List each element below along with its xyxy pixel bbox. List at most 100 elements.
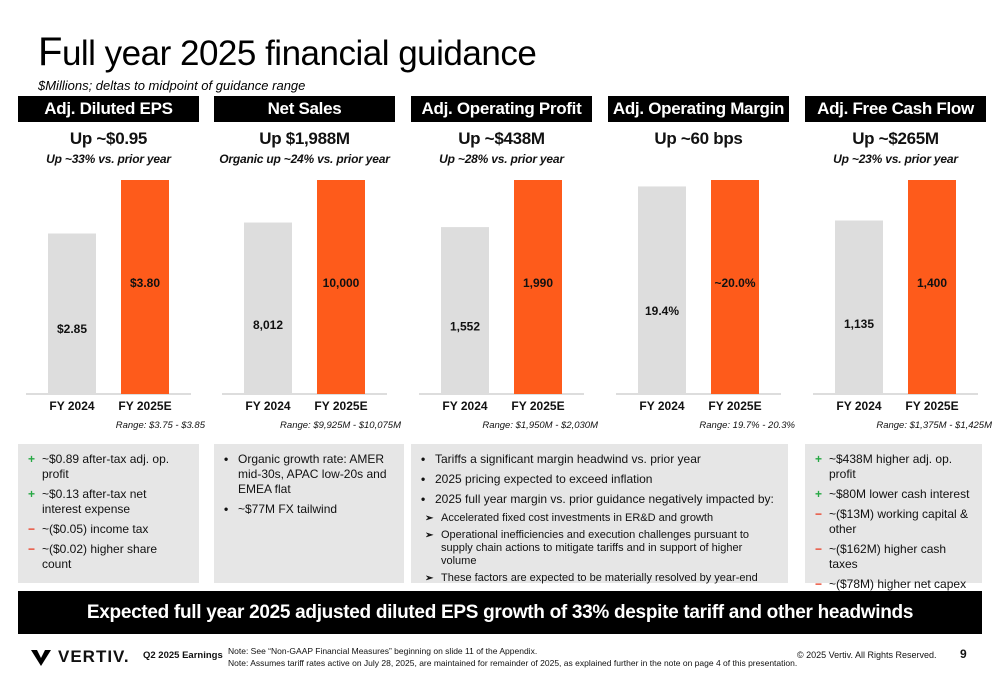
panel-op-margin: Adj. Operating Margin Up ~60 bps 19.4% FY… xyxy=(608,96,795,431)
chart-eps: $2.85 FY 2024 $3.80 FY 2025E xyxy=(18,176,199,416)
panel-eps: Adj. Diluted EPS Up ~$0.95 Up ~33% vs. p… xyxy=(18,96,205,431)
note-item: − ~($162M) higher cash taxes xyxy=(815,542,972,572)
category-label: FY 2025E xyxy=(118,399,171,413)
note-item: • Organic growth rate: AMER mid-30s, APAC… xyxy=(224,452,394,497)
bullet-icon: • xyxy=(421,472,426,486)
minus-icon: − xyxy=(815,542,823,556)
bar-fy2024 xyxy=(48,233,96,394)
bar-fy2024 xyxy=(244,222,292,394)
chart-net-sales: 8,012 FY 2024 10,000 FY 2025E xyxy=(214,176,395,416)
category-label: FY 2024 xyxy=(639,399,684,413)
bar-fy2025e xyxy=(317,180,365,394)
panel-header-fcf: Adj. Free Cash Flow xyxy=(805,96,986,122)
notes-eps-list: + ~$0.89 after-tax adj. op. profit + ~$0.13… xyxy=(28,452,189,572)
category-label: FY 2025E xyxy=(314,399,367,413)
note-text: ~$0.13 after-tax net interest expense xyxy=(42,487,147,516)
note-text: ~($0.05) income tax xyxy=(42,522,149,536)
subline-eps: Up ~33% vs. prior year xyxy=(46,152,171,166)
panel-header-op-margin: Adj. Operating Margin xyxy=(608,96,789,122)
notes-margin-list: • Tariffs a significant margin headwind v… xyxy=(421,452,778,507)
bar-chart-svg: $2.85 FY 2024 $3.80 FY 2025E xyxy=(26,180,191,413)
vertiv-logo: VERTIV. xyxy=(30,646,130,668)
note-text: Operational inefficiencies and execution… xyxy=(441,529,749,567)
note-item: − ~($0.02) higher share count xyxy=(28,542,189,572)
page-title: Full year 2025 financial guidance xyxy=(38,30,537,74)
panel-net-sales: Net Sales Up $1,988M Organic up ~24% vs.… xyxy=(214,96,401,431)
range-net-sales: Range: $9,925M - $10,075M xyxy=(280,420,401,431)
plus-icon: + xyxy=(28,487,36,501)
note-item: − ~($78M) higher net capex xyxy=(815,577,972,592)
footer-earnings: Q2 2025 Earnings xyxy=(143,650,223,661)
minus-icon: − xyxy=(28,542,36,556)
note-text: 2025 full year margin vs. prior guidance… xyxy=(435,492,774,506)
data-label: 1,552 xyxy=(450,320,480,334)
bar-chart-svg: 19.4% FY 2024 ~20.0% FY 2025E xyxy=(616,180,781,413)
plus-icon: + xyxy=(815,487,823,501)
subline-fcf: Up ~23% vs. prior year xyxy=(833,152,958,166)
data-label: 8,012 xyxy=(253,318,283,332)
range-op-profit: Range: $1,950M - $2,030M xyxy=(482,420,598,431)
bullet-icon: • xyxy=(421,452,426,466)
vertiv-logo-icon xyxy=(31,650,51,666)
note-item: + ~$0.89 after-tax adj. op. profit xyxy=(28,452,189,482)
note-item: + ~$80M lower cash interest xyxy=(815,487,972,502)
page-number: 9 xyxy=(960,647,967,661)
note-item: ➢ These factors are expected to be materi… xyxy=(425,572,778,585)
note-item: − ~($13M) working capital & other xyxy=(815,507,972,537)
subline-net-sales: Organic up ~24% vs. prior year xyxy=(219,152,390,166)
chart-op-margin: 19.4% FY 2024 ~20.0% FY 2025E xyxy=(608,176,789,416)
headline-op-margin: Up ~60 bps xyxy=(654,129,743,148)
bar-fy2025e xyxy=(121,180,169,394)
notes-sales-list: • Organic growth rate: AMER mid-30s, APAC… xyxy=(224,452,394,517)
note-item: • ~$77M FX tailwind xyxy=(224,502,394,517)
footer-note-1: Note: See “Non-GAAP Financial Measures” … xyxy=(228,646,538,656)
bullet-icon: ➢ xyxy=(425,573,434,584)
bar-fy2025e xyxy=(908,180,956,394)
data-label: $2.85 xyxy=(57,322,87,336)
data-label: 10,000 xyxy=(323,276,360,290)
panel-fcf: Adj. Free Cash Flow Up ~$265M Up ~23% vs… xyxy=(805,96,992,431)
bullet-icon: ➢ xyxy=(425,530,434,541)
vertiv-logo-text: VERTIV. xyxy=(58,647,130,666)
note-item: • 2025 pricing expected to exceed inflati… xyxy=(421,472,778,487)
category-label: FY 2024 xyxy=(442,399,487,413)
note-text: ~($13M) working capital & other xyxy=(829,507,969,536)
data-label: 1,990 xyxy=(523,276,553,290)
note-item: • 2025 full year margin vs. prior guidanc… xyxy=(421,492,778,507)
headline-net-sales: Up $1,988M xyxy=(259,129,350,148)
note-text: ~($78M) higher net capex xyxy=(829,577,967,591)
note-text: These factors are expected to be materia… xyxy=(441,572,758,584)
note-item: • Tariffs a significant margin headwind v… xyxy=(421,452,778,467)
range-op-margin: Range: 19.7% - 20.3% xyxy=(699,420,795,431)
plus-icon: + xyxy=(815,452,823,466)
headline-fcf: Up ~$265M xyxy=(852,129,939,148)
bar-fy2024 xyxy=(441,227,489,394)
panel-header-net-sales: Net Sales xyxy=(214,96,395,122)
note-text: ~$0.89 after-tax adj. op. profit xyxy=(42,452,170,481)
note-text: 2025 pricing expected to exceed inflatio… xyxy=(435,472,653,486)
note-item: ➢ Accelerated fixed cost investments in E… xyxy=(425,512,778,525)
category-label: FY 2025E xyxy=(905,399,958,413)
notes-margin-sub-list: ➢ Accelerated fixed cost investments in E… xyxy=(425,512,778,585)
note-item: ➢ Operational inefficiencies and executio… xyxy=(425,529,778,568)
note-item: + ~$0.13 after-tax net interest expense xyxy=(28,487,189,517)
headline-op-profit: Up ~$438M xyxy=(458,129,545,148)
bullet-icon: ➢ xyxy=(425,513,434,524)
category-label: FY 2025E xyxy=(511,399,564,413)
note-text: ~$77M FX tailwind xyxy=(238,502,338,516)
panel-op-profit: Adj. Operating Profit Up ~$438M Up ~28% … xyxy=(411,96,598,431)
note-text: Accelerated fixed cost investments in ER… xyxy=(441,512,714,524)
bar-fy2025e xyxy=(711,180,759,394)
bar-fy2024 xyxy=(835,220,883,394)
minus-icon: − xyxy=(815,577,823,591)
minus-icon: − xyxy=(28,522,36,536)
bar-fy2025e xyxy=(514,180,562,394)
category-label: FY 2024 xyxy=(245,399,290,413)
notes-fcf: + ~$438M higher adj. op. profit + ~$80M low… xyxy=(805,444,982,591)
notes-margin: • Tariffs a significant margin headwind v… xyxy=(411,444,788,585)
bar-chart-svg: 8,012 FY 2024 10,000 FY 2025E xyxy=(222,180,387,413)
note-item: − ~($0.05) income tax xyxy=(28,522,189,537)
note-text: ~($0.02) higher share count xyxy=(42,542,158,571)
data-label: 19.4% xyxy=(645,304,679,318)
data-label: ~20.0% xyxy=(714,276,755,290)
